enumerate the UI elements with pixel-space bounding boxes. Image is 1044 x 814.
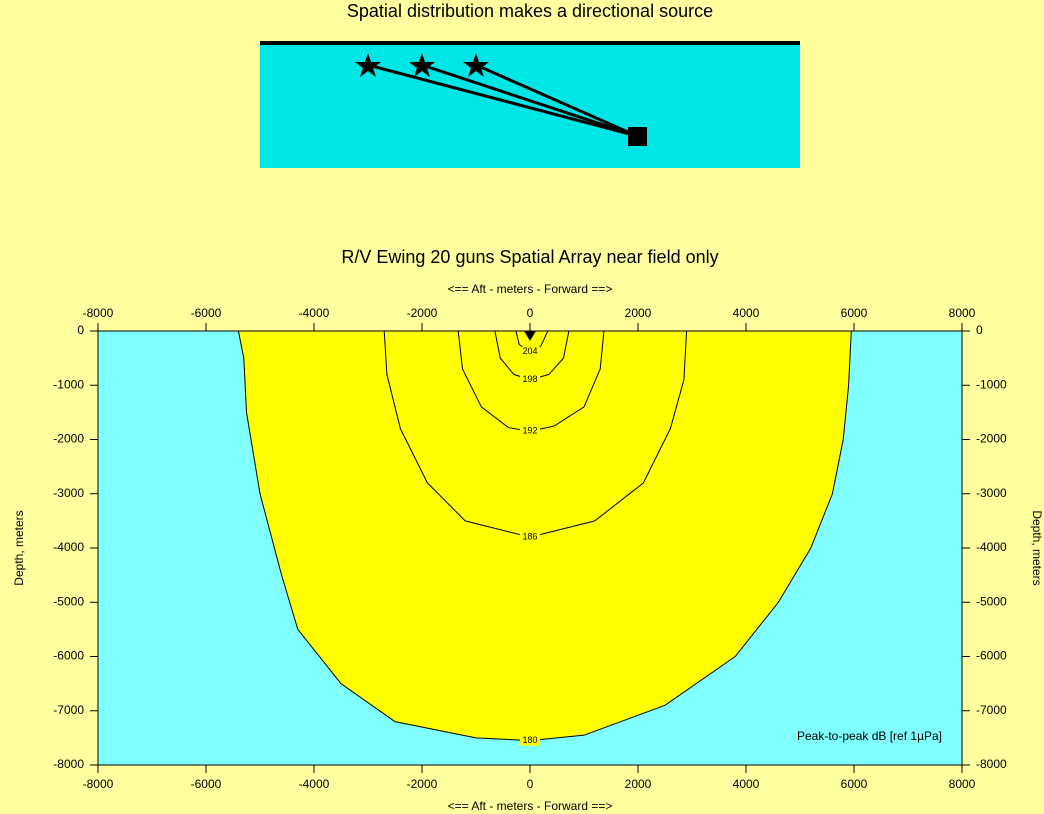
chart-title: R/V Ewing 20 guns Spatial Array near fie… [341, 247, 718, 267]
x-tick-label-top: 0 [527, 306, 534, 320]
star [409, 53, 435, 77]
x-axis-label-bottom: <== Aft - meters - Forward ==> [448, 799, 613, 813]
plot: 180 186 192 198 204 Peak-to-peak dB [ref 1µPa… [53, 306, 1007, 791]
y-tick-label-left: -4000 [53, 540, 84, 554]
x-tick-label-top: -8000 [83, 306, 114, 320]
source-marker [524, 331, 536, 341]
y-tick-label-left: -5000 [53, 594, 84, 608]
y-tick-label-left: -3000 [53, 486, 84, 500]
y-axis-label-right: Depth, meters [1030, 510, 1044, 585]
x-tick-label-bottom: -8000 [83, 777, 114, 791]
receiver [628, 127, 647, 146]
annotation: Peak-to-peak dB [ref 1µPa] [797, 729, 942, 743]
x-tick-label-top: 6000 [841, 306, 868, 320]
x-tick-label-bottom: -4000 [299, 777, 330, 791]
x-tick-label-bottom: 4000 [733, 777, 760, 791]
y-tick-label-right: 0 [976, 323, 983, 337]
contour-label: 186 [522, 532, 537, 542]
y-tick-label-right: -7000 [976, 703, 1007, 717]
x-tick-label-bottom: 0 [527, 777, 534, 791]
contour-label: 180 [522, 735, 537, 745]
diagram-title: Spatial distribution makes a directional… [347, 1, 713, 21]
y-tick-label-right: -2000 [976, 432, 1007, 446]
y-tick-label-left: -7000 [53, 703, 84, 717]
x-tick-label-bottom: 2000 [625, 777, 652, 791]
y-axis-label-left: Depth, meters [12, 510, 26, 585]
y-tick-label-left: -2000 [53, 432, 84, 446]
y-tick-label-left: -1000 [53, 377, 84, 391]
x-tick-label-bottom: 8000 [949, 777, 976, 791]
x-tick-label-top: -2000 [407, 306, 438, 320]
y-tick-label-right: -6000 [976, 649, 1007, 663]
star [355, 53, 381, 77]
x-tick-label-bottom: -6000 [191, 777, 222, 791]
x-tick-label-bottom: -2000 [407, 777, 438, 791]
y-tick-label-right: -8000 [976, 757, 1007, 771]
x-tick-label-top: 8000 [949, 306, 976, 320]
contour-label-bg [520, 346, 540, 357]
ray [367, 63, 638, 138]
y-tick-label-left: -8000 [53, 757, 84, 771]
y-tick-label-left: 0 [77, 323, 84, 337]
x-tick-label-bottom: 6000 [841, 777, 868, 791]
contour-label-bg [520, 426, 540, 437]
x-tick-label-top: 2000 [625, 306, 652, 320]
x-tick-label-top: 4000 [733, 306, 760, 320]
contour-label: 198 [522, 374, 537, 384]
star [463, 53, 489, 77]
contour-fill [237, 330, 852, 742]
x-tick-label-top: -6000 [191, 306, 222, 320]
contour-label: 192 [522, 426, 537, 436]
ray [421, 63, 638, 138]
contour-label-bg [520, 735, 540, 746]
y-tick-label-right: -1000 [976, 377, 1007, 391]
contour-label-bg [520, 374, 540, 385]
water [260, 44, 800, 168]
sources [355, 53, 647, 146]
contour-label-bg [520, 532, 540, 543]
ray-paths [367, 63, 638, 138]
y-tick-label-right: -5000 [976, 594, 1007, 608]
x-tick-label-top: -4000 [299, 306, 330, 320]
y-tick-label-right: -4000 [976, 540, 1007, 554]
y-tick-label-right: -3000 [976, 486, 1007, 500]
ray [475, 63, 638, 138]
y-tick-label-left: -6000 [53, 649, 84, 663]
x-axis-label-top: <== Aft - meters - Forward ==> [448, 282, 613, 296]
contour-label: 204 [522, 346, 537, 356]
